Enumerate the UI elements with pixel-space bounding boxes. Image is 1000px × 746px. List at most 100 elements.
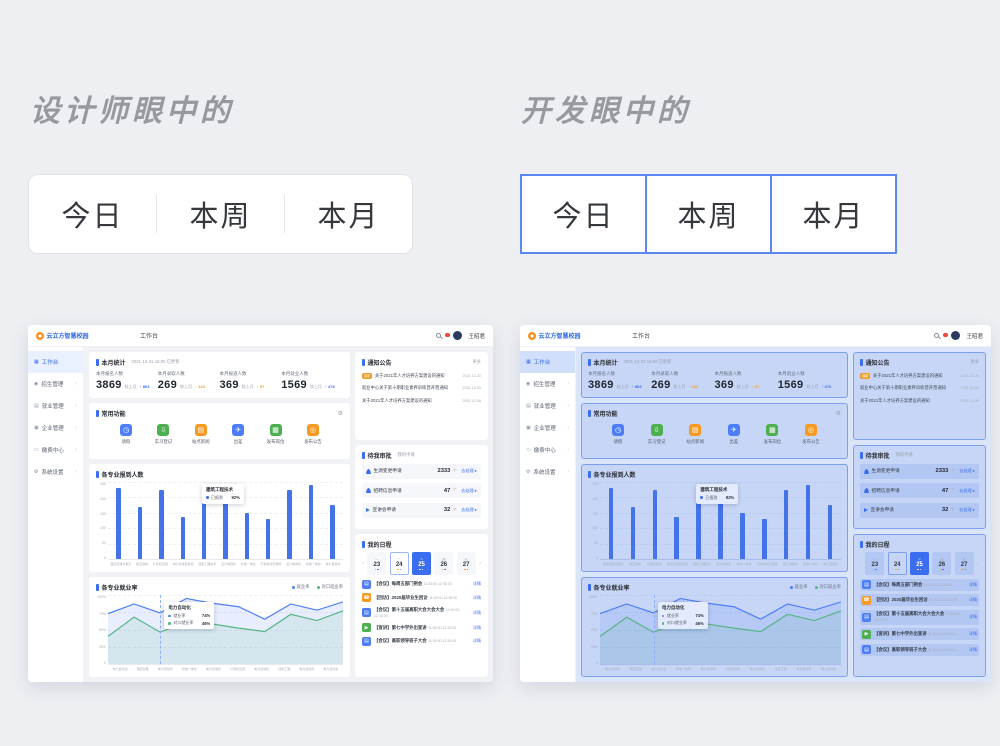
calendar-day-today[interactable]: 二 24 [389,552,409,575]
quick-action-internship[interactable]: ⇩ 实习登记 [145,424,181,445]
notice-item[interactable]: 最新 关于2021年人才培养方案建设的通知 2021.12.20 [362,372,481,379]
calendar-day[interactable]: 五 27 [954,552,974,575]
workspace-tab[interactable]: 工作台 [140,334,159,340]
sidebar-item-admissions[interactable]: ◉ 招生管理 [28,373,83,395]
tab-this-week[interactable]: 本周 [189,201,252,233]
sidebar-item-admissions[interactable]: ◉ 招生管理 [520,373,575,395]
schedule-item[interactable]: ▤ 【会议】高职领导班子大会 11:30:00-12:30:00 详情 [362,636,481,646]
schedule-item[interactable]: ▤ 【会议】每周五部门例会 11:30:00-12:30:00 详情 [362,579,481,589]
calendar-day[interactable]: 一 23 [865,552,885,575]
legend-matched-rate[interactable]: 对口就业率 [316,584,343,590]
process-link[interactable]: 去处理 ▸ [959,507,975,512]
quick-action-site-news[interactable]: ▤ 站点新闻 [677,424,713,445]
detail-link[interactable]: 详情 [473,594,481,600]
approval-row-recruitment-info[interactable]: 招聘信息申请 47 个 去处理 ▸ [860,483,979,498]
process-link[interactable]: 去处理 ▸ [461,487,477,493]
calendar-next-icon[interactable]: › [976,560,979,567]
gear-icon[interactable]: ⚙ [835,410,841,417]
sidebar-item-workbench[interactable]: ▦ 工作台 [520,351,575,373]
approval-row-source-change[interactable]: 生源变更申请 2333 个 去处理 ▸ [362,463,481,479]
notice-item[interactable]: 最新 关于2021年人才培养方案建设的通知 2021.12.20 [860,372,979,379]
quick-action-leave[interactable]: ◷ 请假 [108,424,144,445]
schedule-item[interactable]: ☎ 【回访】2020届毕业生回访 11:30:00-12:30:00 详情 [362,593,481,602]
dev-tab-today[interactable]: 今日 [520,174,647,254]
calendar-day-selected[interactable]: 三 25 [909,552,929,575]
detail-link[interactable]: 详情 [969,614,977,619]
approval-row-career-talk[interactable]: 宣讲会申请 32 个 去处理 ▸ [860,502,979,518]
legend-matched-rate[interactable]: 对口就业率 [814,584,841,590]
approval-row-career-talk[interactable]: 宣讲会申请 32 个 去处理 ▸ [362,502,481,518]
quick-action-leave[interactable]: ◷ 请假 [600,424,636,445]
schedule-item[interactable]: ▤ 【会议】第十五届高职大会大会大会 11:30:00-12:30:00 详情 [362,607,481,619]
gear-icon[interactable]: ⚙ [337,410,343,417]
calendar-day-selected[interactable]: 三 25 [411,552,431,575]
detail-link[interactable]: 详情 [969,646,977,652]
calendar-day[interactable]: 五 27 [456,552,476,575]
detail-link[interactable]: 详情 [473,624,481,630]
schedule-item[interactable]: ▤ 【会议】第十五届高职大会大会大会 11:30:00-12:30:00 详情 [860,609,979,625]
detail-link[interactable]: 详情 [969,631,977,636]
search-icon[interactable] [436,333,442,338]
process-link[interactable]: 去处理 ▸ [461,468,477,473]
quick-action-business-trip[interactable]: ✈ 出差 [220,424,256,445]
notice-item[interactable]: 就业中心关于第十期职业素养训练营开营通知 2021.12.09 [860,385,979,390]
legend-employment-rate[interactable]: 就业率 [789,584,808,590]
detail-link[interactable]: 详情 [473,581,481,586]
tab-today[interactable]: 今日 [61,201,124,233]
sidebar-item-settings[interactable]: ⚙ 系统设置 [520,461,575,483]
avatar[interactable] [453,331,463,340]
detail-link[interactable]: 详情 [473,638,481,643]
my-applications-tab[interactable]: 我的申请 [895,452,913,457]
more-link[interactable]: 更多 [472,359,481,364]
sidebar-item-payment[interactable]: ▭ 缴费中心 [28,439,83,461]
my-applications-tab[interactable]: 我的申请 [397,452,415,457]
quick-action-site-news[interactable]: ▤ 站点新闻 [183,424,219,445]
sidebar-item-workbench[interactable]: ▦ 工作台 [28,351,83,373]
schedule-item[interactable]: ▤ 【会议】每周五部门例会 11:30:00-12:30:00 详情 [860,578,979,591]
detail-link[interactable]: 详情 [473,609,481,615]
detail-link[interactable]: 详情 [969,581,977,587]
approval-row-recruitment-info[interactable]: 招聘信息申请 47 个 去处理 ▸ [362,483,481,498]
sidebar-item-payment[interactable]: ▭ 缴费中心 [520,439,575,461]
quick-action-post-job[interactable]: ▦ 发布岗位 [754,424,790,445]
detail-link[interactable]: 详情 [969,597,977,602]
calendar-day[interactable]: 一 23 [367,552,387,575]
notices-card: 通知公告 更多 最新 关于2021年人才培养方案建设的通知 2021.12.20… [355,352,488,440]
schedule-item[interactable]: ▶ 【宣讲】第七中学外出宣讲 11:30:00-12:30:00 详情 [362,623,481,632]
process-link[interactable]: 去处理 ▸ [959,487,975,493]
notice-item[interactable]: 关于2021年人才培养方案建设的通知 2021.12.08 [860,397,979,403]
schedule-item[interactable]: ☎ 【回访】2020届毕业生回访 11:30:00-12:30:00 详情 [860,594,979,606]
sidebar-item-employment[interactable]: ▤ 就业管理 [520,395,575,417]
approval-row-source-change[interactable]: 生源变更申请 2333 个 去处理 ▸ [860,463,979,479]
sidebar-item-employment[interactable]: ▤ 就业管理 [28,395,83,417]
dev-tab-this-month[interactable]: 本月 [770,174,897,254]
process-link[interactable]: 去处理 ▸ [959,468,975,473]
quick-action-announcement[interactable]: ◎ 发布公告 [793,424,829,445]
process-link[interactable]: 去处理 ▸ [461,507,477,512]
calendar-next-icon[interactable]: › [478,560,481,567]
tab-this-month[interactable]: 本月 [317,201,380,233]
avatar[interactable] [951,331,961,340]
quick-action-post-job[interactable]: ▦ 发布岗位 [258,424,294,445]
calendar-day[interactable]: 四 26 [932,552,952,575]
dev-tab-this-week[interactable]: 本周 [645,174,772,254]
workspace-tab[interactable]: 工作台 [632,334,651,340]
notice-item[interactable]: 关于2021年人才培养方案建设的通知 2021.12.08 [362,397,481,403]
sidebar-item-settings[interactable]: ⚙ 系统设置 [28,461,83,483]
legend-employment-rate[interactable]: 就业率 [291,584,310,590]
quick-action-internship[interactable]: ⇩ 实习登记 [639,424,675,445]
notice-item[interactable]: 就业中心关于第十期职业素养训练营开营通知 2021.12.09 [362,385,481,390]
more-link[interactable]: 更多 [970,359,979,364]
sidebar-item-enterprise[interactable]: ▣ 企业管理 [520,417,575,439]
search-icon[interactable] [934,333,940,338]
calendar-prev-icon[interactable]: ‹ [362,560,364,567]
schedule-item[interactable]: ▶ 【宣讲】第七中学外出宣讲 11:30:00-12:30:00 详情 [860,628,979,640]
line-tooltip: 电力自动化 就业率 74% 对口就业率 46% [164,601,215,630]
quick-action-announcement[interactable]: ◎ 发布公告 [295,424,331,445]
quick-action-business-trip[interactable]: ✈ 出差 [716,424,752,445]
calendar-day-today[interactable]: 二 24 [887,552,907,575]
calendar-prev-icon[interactable]: ‹ [860,560,862,567]
schedule-item[interactable]: ▤ 【会议】高职领导班子大会 11:30:00-12:30:00 详情 [860,643,979,656]
calendar-day[interactable]: 四 26 [434,552,454,575]
sidebar-item-enterprise[interactable]: ▣ 企业管理 [28,417,83,439]
